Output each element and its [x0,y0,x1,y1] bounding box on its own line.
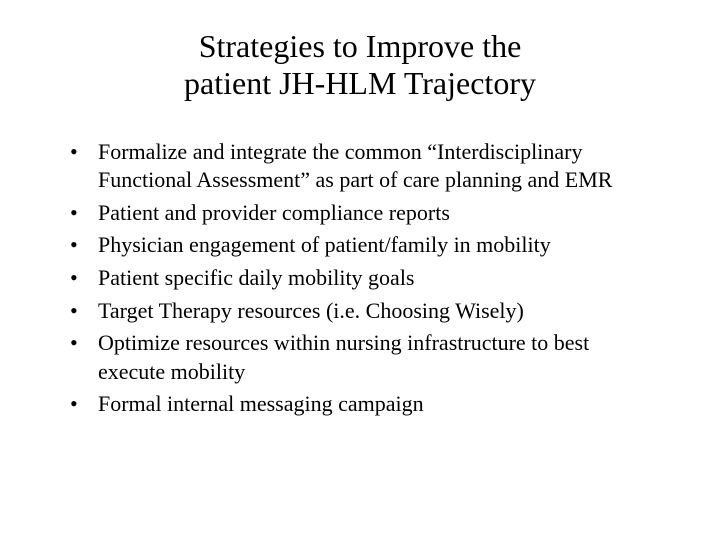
bullet-text: Patient and provider compliance reports [98,200,450,225]
list-item: Patient and provider compliance reports [70,199,660,228]
list-item: Target Therapy resources (i.e. Choosing … [70,297,660,326]
list-item: Physician engagement of patient/family i… [70,231,660,260]
bullet-text: Physician engagement of patient/family i… [98,232,551,257]
bullet-text: Formalize and integrate the common “Inte… [98,139,612,193]
list-item: Optimize resources within nursing infras… [70,329,660,386]
list-item: Formalize and integrate the common “Inte… [70,138,660,195]
bullet-text: Optimize resources within nursing infras… [98,330,589,384]
title-line-1: Strategies to Improve the [199,28,522,64]
title-line-2: patient JH-HLM Trajectory [184,65,536,101]
bullet-text: Patient specific daily mobility goals [98,265,415,290]
slide-title: Strategies to Improve the patient JH-HLM… [112,28,608,102]
bullet-text: Formal internal messaging campaign [98,391,424,416]
slide: Strategies to Improve the patient JH-HLM… [0,0,720,540]
list-item: Patient specific daily mobility goals [70,264,660,293]
bullet-list: Formalize and integrate the common “Inte… [50,138,670,419]
bullet-text: Target Therapy resources (i.e. Choosing … [98,298,524,323]
list-item: Formal internal messaging campaign [70,390,660,419]
